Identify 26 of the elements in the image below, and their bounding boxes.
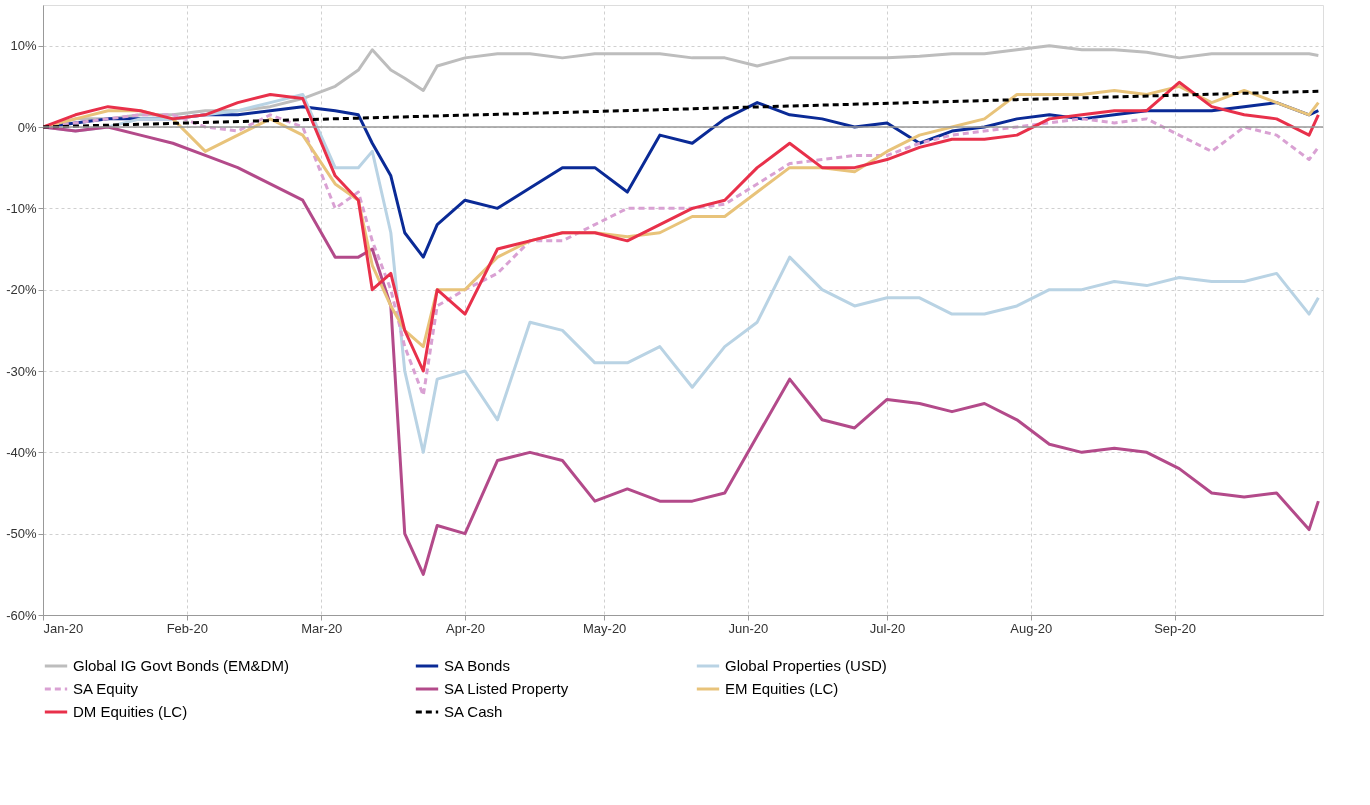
legend-label: SA Listed Property (444, 680, 569, 697)
x-tick-label: Apr-20 (446, 620, 486, 636)
x-tick-label: Feb-20 (166, 620, 208, 636)
legend-label: Global Properties (USD) (725, 657, 887, 674)
x-tick-label: May-20 (582, 620, 627, 636)
line-series (43, 125, 1320, 576)
legend-label: DM Equities (LC) (73, 703, 188, 720)
y-tick-label: -50% (6, 526, 37, 542)
y-tick-label: -20% (6, 282, 37, 298)
y-tick-label: 0% (17, 119, 37, 135)
y-tick-label: -60% (6, 607, 37, 623)
x-tick-label: Sep-20 (1154, 620, 1197, 636)
y-tick-label: 10% (10, 38, 37, 54)
legend-label: SA Cash (444, 703, 503, 720)
x-tick-label: Aug-20 (1010, 620, 1053, 636)
legend-label: Global IG Govt Bonds (EM&DM) (73, 657, 289, 674)
x-tick-label: Jul-20 (869, 620, 906, 636)
y-tick-label: -30% (6, 363, 37, 379)
legend-label: SA Equity (73, 680, 139, 697)
x-tick-label: Jun-20 (728, 620, 769, 636)
y-tick-label: -10% (6, 200, 37, 216)
x-tick-label: Mar-20 (301, 620, 343, 636)
y-tick-label: -40% (6, 444, 37, 460)
x-tick-label: Jan-20 (43, 620, 84, 636)
legend-label: EM Equities (LC) (725, 680, 839, 697)
legend-label: SA Bonds (444, 657, 510, 674)
